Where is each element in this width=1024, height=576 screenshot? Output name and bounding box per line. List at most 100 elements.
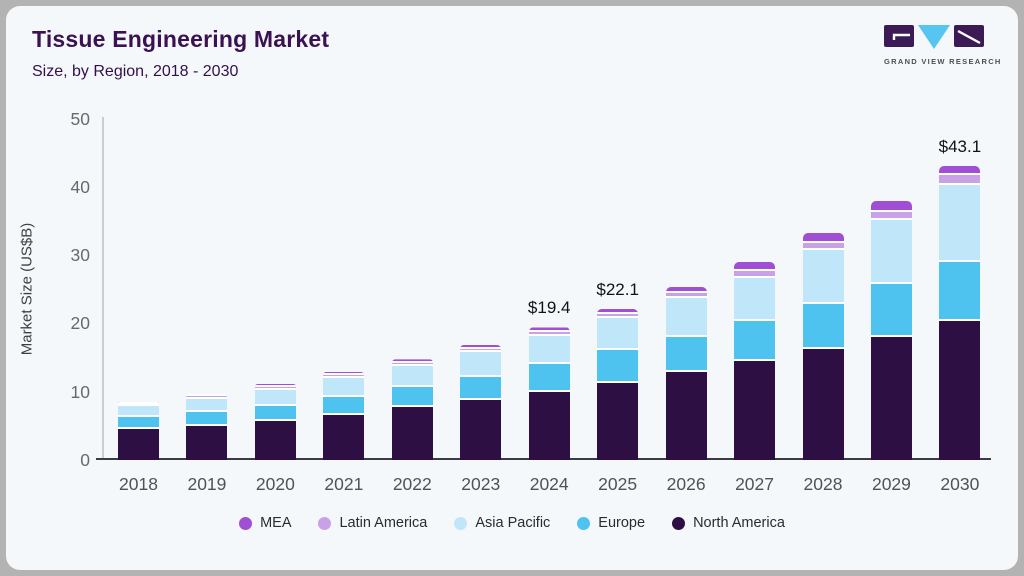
bar-segment xyxy=(186,394,228,397)
bar-segment xyxy=(939,261,981,321)
bar-segment xyxy=(186,425,228,460)
logo-triangle-icon xyxy=(918,25,950,49)
bar-segment xyxy=(802,349,844,460)
bar-segment xyxy=(734,270,776,278)
legend-item: Latin America xyxy=(318,515,427,531)
bar-segment xyxy=(460,349,502,353)
x-tick-label: 2025 xyxy=(598,474,638,494)
x-tick-label: 2020 xyxy=(255,474,295,494)
bar-segment xyxy=(254,421,296,460)
legend-item: North America xyxy=(672,515,785,531)
bar-segment xyxy=(391,363,433,367)
value-label: $43.1 xyxy=(938,136,982,156)
y-tick-label: 20 xyxy=(70,313,90,334)
bar-segment xyxy=(597,350,639,383)
y-tick-label: 10 xyxy=(70,381,90,402)
x-tick-label: 2023 xyxy=(461,474,501,494)
value-label: $19.4 xyxy=(527,298,571,318)
bar-segment xyxy=(665,293,707,299)
bar-segment xyxy=(734,277,776,321)
x-tick-label: 2024 xyxy=(529,474,569,494)
bar-segment xyxy=(186,399,228,413)
bar-segment xyxy=(254,389,296,407)
y-tick-label: 50 xyxy=(70,108,90,129)
x-tick-label: 2019 xyxy=(187,474,227,494)
legend-dot-icon xyxy=(318,516,332,530)
legend: MEA Latin America Asia Pacific Europe North … xyxy=(0,515,1024,531)
y-axis-line xyxy=(102,117,104,459)
gvr-logo-icon xyxy=(884,25,984,49)
bar-segment xyxy=(528,327,570,332)
bar-segment xyxy=(254,406,296,422)
bar-segment xyxy=(939,185,981,262)
bar-segment xyxy=(391,366,433,387)
bar-segment xyxy=(802,303,844,350)
x-tick-label: 2029 xyxy=(871,474,911,494)
bar-segment xyxy=(734,320,776,361)
bar-segment xyxy=(254,386,296,390)
bar-segment xyxy=(118,416,159,429)
legend-item: MEA xyxy=(239,515,291,531)
legend-item-label: North America xyxy=(693,515,785,531)
bar-segment xyxy=(118,428,159,460)
x-tick-label: 2027 xyxy=(735,474,775,494)
bar-segment xyxy=(391,407,433,460)
bar-segment xyxy=(870,219,912,284)
bar-segment xyxy=(870,201,912,213)
bar-segment xyxy=(323,378,365,398)
bar-segment xyxy=(597,309,639,314)
bar-segment xyxy=(802,233,844,243)
logo-r-mark xyxy=(957,29,981,45)
legend-item: Asia Pacific xyxy=(454,515,550,531)
page-title: Tissue Engineering Market xyxy=(32,26,330,52)
bar-segment xyxy=(802,250,844,304)
bar-segment xyxy=(460,376,502,400)
page-subtitle: Size, by Region, 2018 - 2030 xyxy=(32,63,239,80)
bar-segment xyxy=(118,401,159,404)
bar-segment xyxy=(665,298,707,338)
legend-item: Europe xyxy=(577,515,645,531)
x-tick-label: 2026 xyxy=(666,474,706,494)
y-tick-label: 30 xyxy=(70,245,90,266)
bar-segment xyxy=(665,337,707,373)
legend-dot-icon xyxy=(239,516,253,530)
bar-segment xyxy=(528,363,570,392)
bar-segment xyxy=(665,287,707,293)
bar-segment xyxy=(734,360,776,460)
y-tick-label: 40 xyxy=(70,176,90,197)
value-label: $22.1 xyxy=(596,280,639,300)
bar-segment xyxy=(528,335,570,364)
bar-segment xyxy=(118,403,159,407)
bar-segment xyxy=(939,165,981,175)
bar-segment xyxy=(391,386,433,408)
legend-item-label: MEA xyxy=(260,515,292,531)
bar-segment xyxy=(186,396,228,400)
bar-segment xyxy=(118,406,159,417)
legend-item-label: Latin America xyxy=(339,515,428,531)
x-tick-label: 2030 xyxy=(940,474,980,494)
bar-segment xyxy=(597,313,639,318)
bar-segment xyxy=(323,374,365,379)
bar-segment xyxy=(870,337,912,460)
bar-segment xyxy=(323,397,365,415)
legend-item-label: Asia Pacific xyxy=(475,515,551,531)
bar-segment xyxy=(939,174,981,186)
bar-segment xyxy=(323,371,365,375)
bar-segment xyxy=(528,391,570,460)
y-tick-label: 0 xyxy=(80,450,90,470)
bar-segment xyxy=(939,320,981,460)
legend-dot-icon xyxy=(672,516,686,530)
logo-g-mark xyxy=(892,33,910,40)
x-tick-label: 2022 xyxy=(392,474,432,494)
bar-segment xyxy=(254,383,296,387)
bar-segment xyxy=(665,372,707,460)
chart-card xyxy=(6,6,1018,570)
bar-segment xyxy=(734,261,776,271)
bar-segment xyxy=(802,242,844,251)
x-tick-label: 2021 xyxy=(324,474,364,494)
legend-dot-icon xyxy=(454,516,468,530)
bar-segment xyxy=(460,352,502,377)
x-tick-label: 2018 xyxy=(119,474,158,494)
x-tick-label: 2028 xyxy=(803,474,843,494)
bar-segment xyxy=(391,359,433,363)
